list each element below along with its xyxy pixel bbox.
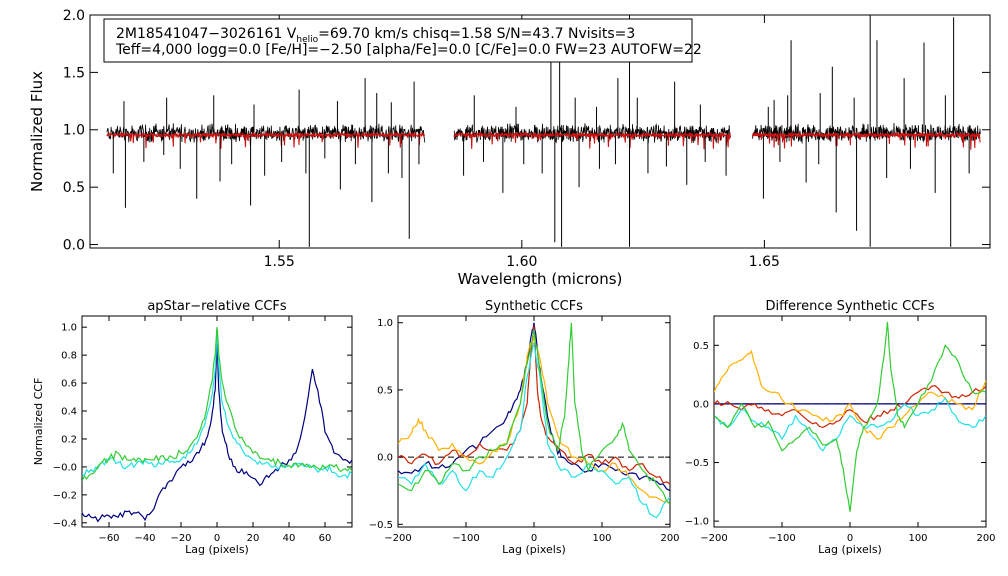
spectrum-model-chip-3 (751, 131, 981, 150)
difference-ccf-panel: −200 −100 0 100 200 −1.0 −0.5 0.0 0.5 Difference … (685, 299, 996, 556)
synth-series-visit-2 (398, 336, 670, 505)
apstar-title: apStar−relative CCFs (147, 299, 287, 314)
spectrum-ytick-label: 0.5 (63, 180, 85, 196)
diff-series-visit-2 (714, 349, 986, 440)
synth-series-visit-1 (398, 325, 670, 485)
apstar-xtick-label: 0 (214, 533, 220, 544)
apstar-ccf-panel: −60 −40 −20 0 20 40 60 −0.4 −0.2 −0.0 0.2 0.4 0.6 0.8… (32, 299, 353, 556)
synth-ytick-label: 0.0 (377, 453, 393, 464)
diff-ytick-label: −1.0 (685, 517, 709, 528)
diff-title: Difference Synthetic CCFs (765, 299, 934, 314)
apstar-ytick-label: −0.4 (53, 518, 77, 529)
diff-ytick-label: 0.0 (693, 399, 709, 410)
diff-xtick-label: −200 (700, 533, 727, 544)
synth-xtick-label: −200 (384, 533, 411, 544)
synth-title: Synthetic CCFs (485, 299, 583, 314)
diff-xlabel: Lag (pixels) (818, 543, 882, 556)
diff-xtick-label: 0 (847, 533, 853, 544)
synth-series-visit-3 (398, 342, 670, 519)
synthetic-ccf-panel: −200 −100 0 100 200 −0.5 0.0 0.5 1.0 Synthetic CC… (369, 299, 680, 556)
synth-xtick-label: 100 (592, 533, 611, 544)
diff-series-visit-4 (714, 321, 986, 512)
apstar-ylabel: Normalized CCF (32, 378, 45, 466)
apstar-xlabel: Lag (pixels) (185, 543, 249, 556)
annotation-line-1-pre: 2M18541047−3026161 V (116, 26, 297, 42)
spectrum-annotation: 2M18541047−3026161 Vhelio=69.70 km/s chi… (103, 18, 702, 63)
spectrum-model-chip-1 (106, 131, 426, 149)
apstar-ytick-label: 0.8 (61, 351, 77, 362)
spectrum-observed-chip-3 (752, 122, 981, 144)
spectrum-panel: 1.55 1.60 1.65 0.0 0.5 1.0 1.5 2.0 Wavelength (m… (28, 8, 991, 288)
diff-ytick-label: 0.5 (693, 341, 709, 352)
apstar-ytick-label: −0.0 (53, 462, 77, 473)
apstar-xtick-label: −20 (170, 533, 191, 544)
spectrum-observed-chip-2 (453, 123, 731, 144)
diff-xtick-label: 200 (976, 533, 995, 544)
spectrum-ytick-label: 1.5 (63, 65, 85, 81)
spectrum-xtick-label: 1.65 (749, 254, 780, 270)
annotation-box (103, 18, 693, 63)
synth-ytick-label: −0.5 (369, 520, 393, 531)
synth-xtick-label: 200 (660, 533, 679, 544)
apstar-xtick-label: 20 (247, 533, 260, 544)
annotation-line-1: 2M18541047−3026161 Vhelio=69.70 km/s chi… (116, 26, 635, 45)
apstar-ytick-label: 0.2 (61, 434, 77, 445)
synth-xtick-label: −100 (452, 533, 479, 544)
spectrum-ytick-label: 1.0 (63, 123, 85, 139)
apstar-series-visit-3 (82, 327, 352, 482)
diff-series-visit-3 (714, 396, 986, 452)
synth-series-visit-4 (398, 322, 670, 505)
spectrum-ylabel: Normalized Flux (28, 71, 46, 192)
synth-plot-frame (397, 315, 671, 528)
apstar-xtick-label: −60 (98, 533, 119, 544)
spectrum-ytick-label: 0.0 (63, 237, 85, 253)
annotation-line-1-sub: helio (296, 35, 318, 45)
spectrum-xlabel: Wavelength (microns) (458, 270, 623, 288)
annotation-line-1-post: =69.70 km/s chisq=1.58 S/N=43.7 Nvisits=… (318, 26, 635, 42)
spectrum-xtick-label: 1.55 (264, 254, 295, 270)
apstar-xtick-label: 60 (319, 533, 332, 544)
apstar-ytick-label: 0.6 (61, 379, 77, 390)
diff-series-visit-1 (714, 385, 986, 429)
spectrum-plot-frame (89, 14, 991, 249)
spectrum-ytick-label: 2.0 (63, 8, 85, 24)
apstar-ytick-label: 0.4 (61, 407, 77, 418)
synth-xtick-label: 0 (531, 533, 537, 544)
synth-series-combined (398, 322, 670, 492)
apstar-xtick-label: 40 (283, 533, 296, 544)
apstar-series-visit-1 (82, 343, 352, 523)
synth-ytick-label: 1.0 (377, 318, 393, 329)
synth-ytick-label: 0.5 (377, 385, 393, 396)
annotation-line-2: Teff=4,000 logg=0.0 [Fe/H]=−2.50 [alpha/… (115, 42, 702, 58)
apstar-xtick-label: −40 (134, 533, 155, 544)
diff-xtick-label: −100 (768, 533, 795, 544)
apstar-ytick-label: 1.0 (61, 323, 77, 334)
spectrum-xtick-label: 1.60 (506, 254, 537, 270)
diff-xtick-label: 100 (908, 533, 927, 544)
diff-ytick-label: −0.5 (685, 458, 709, 469)
apstar-ytick-label: −0.2 (53, 490, 77, 501)
spectrum-model-chip-2 (453, 131, 731, 150)
synth-xlabel: Lag (pixels) (502, 543, 566, 556)
